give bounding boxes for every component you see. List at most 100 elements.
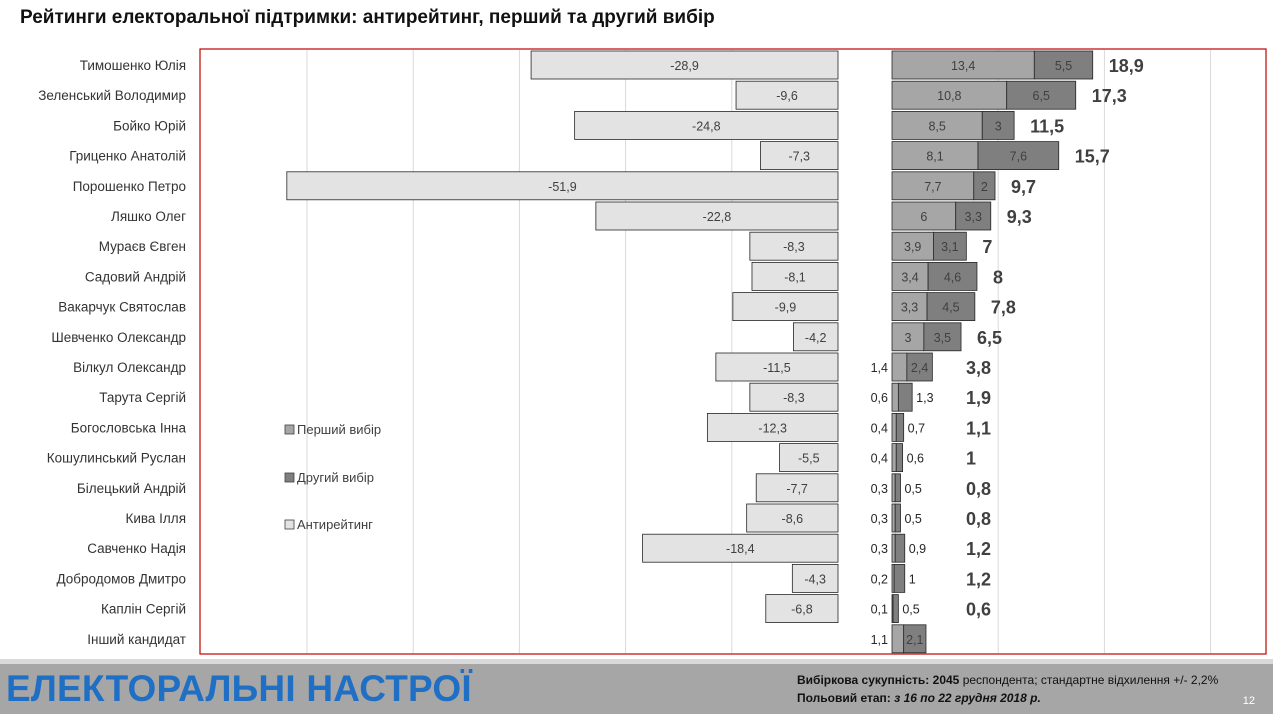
total-label: 18,9	[1109, 56, 1144, 76]
first-choice-bar	[891, 80, 1008, 110]
total-label: 6,5	[977, 328, 1002, 348]
first-choice-label: 13,4	[951, 59, 975, 73]
first-choice-label: 3,9	[904, 240, 921, 254]
second-choice-label: 2,4	[911, 361, 928, 375]
second-choice-bar	[893, 564, 906, 593]
anti-rating-label: -7,7	[786, 482, 808, 496]
candidate-name: Порошенко Петро	[73, 179, 186, 194]
second-choice-label: 4,5	[942, 301, 959, 315]
second-choice-label: 0,9	[909, 542, 926, 556]
anti-rating-bar	[779, 443, 839, 473]
anti-rating-label: -8,3	[783, 240, 805, 254]
second-choice-label: 7,6	[1010, 150, 1027, 164]
first-choice-label: 6	[920, 210, 927, 224]
second-choice-label: 3,5	[934, 331, 951, 345]
rating-chart: -28,9 -9,6 -24,8 -7,3 -51,9 -22,8 -8,3 -8,1 -9,9…	[38, 48, 1267, 655]
first-choice-label: 3,4	[901, 270, 918, 284]
anti-rating-bar	[751, 261, 839, 291]
legend: Перший вибір Другий вибір Антирейтинг	[284, 422, 381, 532]
anti-rating-label: -4,3	[804, 572, 826, 586]
anti-rating-label: -11,5	[763, 361, 791, 375]
candidate-name: Білецький Андрій	[77, 481, 186, 496]
anti-rating-label: -28,9	[670, 59, 699, 73]
first-choice-label: 0,3	[871, 482, 888, 496]
first-choice-label: 1,1	[871, 633, 888, 647]
second-choice-bar	[981, 111, 1015, 140]
first-choice-bar	[891, 624, 905, 654]
legend-label-second-choice: Другий вибір	[297, 470, 374, 485]
first-choice-label: 0,6	[871, 391, 888, 405]
second-choice-bar	[1033, 50, 1094, 80]
first-choice-bar	[891, 231, 934, 261]
candidate-name: Інший кандидат	[87, 632, 186, 647]
total-label: 3,8	[966, 358, 991, 378]
anti-rating-bar	[286, 171, 839, 201]
second-choice-bar	[977, 141, 1060, 171]
candidate-name: Вілкул Олександр	[73, 360, 186, 375]
second-choice-bar	[894, 503, 901, 533]
second-choice-label: 1	[909, 572, 916, 586]
first-choice-bar	[891, 382, 899, 412]
sample-text: респондента; стандартне відхилення +/- 2…	[962, 673, 1219, 687]
first-choice-label: 8,1	[926, 150, 943, 164]
anti-rating-label: -24,8	[692, 119, 721, 133]
second-choice-label: 0,5	[904, 512, 921, 526]
candidate-name: Вакарчук Святослав	[58, 300, 186, 315]
first-choice-bar	[891, 503, 896, 533]
first-choice-bar	[891, 473, 896, 503]
total-label: 7	[982, 237, 992, 257]
second-choice-label: 0,6	[907, 452, 924, 466]
anti-rating-bar	[749, 231, 839, 261]
anti-rating-bar	[765, 594, 839, 623]
candidate-name: Шевченко Олександр	[51, 330, 186, 345]
page-title: Рейтинги електоральної підтримки: антире…	[20, 7, 715, 28]
candidate-name: Мураєв Євген	[99, 239, 186, 254]
anti-rating-label: -8,6	[782, 512, 804, 526]
first-choice-bar	[891, 412, 897, 442]
anti-rating-bar	[642, 533, 839, 563]
candidate-name: Савченко Надія	[87, 541, 186, 556]
total-label: 0,8	[966, 479, 991, 499]
fieldwork-dates: з 16 по 22 грудня 2018 р.	[894, 691, 1041, 705]
total-label: 7,8	[991, 298, 1016, 318]
legend-swatch-first-choice	[284, 424, 295, 435]
candidate-name: Каплін Сергій	[101, 602, 186, 617]
second-choice-label: 2	[981, 180, 988, 194]
first-choice-label: 1,4	[871, 361, 888, 375]
second-choice-label: 0,7	[908, 421, 925, 435]
second-choice-bar	[895, 443, 904, 473]
anti-rating-label: -5,5	[798, 452, 820, 466]
candidate-name: Добродомов Дмитро	[56, 571, 186, 586]
first-choice-label: 10,8	[937, 89, 961, 103]
first-choice-label: 0,3	[871, 512, 888, 526]
anti-rating-label: -51,9	[548, 180, 577, 194]
anti-rating-bar	[530, 50, 839, 80]
candidate-name: Кива Ілля	[126, 511, 187, 526]
anti-rating-bar	[715, 352, 839, 382]
total-label: 9,7	[1011, 177, 1036, 197]
first-choice-bar	[891, 443, 897, 473]
sample-label: Вибіркова сукупність:	[797, 673, 930, 687]
sample-size: 2045	[932, 673, 960, 687]
total-label: 1	[966, 449, 976, 469]
second-choice-label: 6,5	[1033, 89, 1050, 103]
footer-bar: ЕЛЕКТОРАЛЬНІ НАСТРОЇ Вибіркова сукупніст…	[0, 664, 1273, 714]
first-choice-label: 0,4	[871, 421, 888, 435]
first-choice-bar	[891, 533, 896, 563]
first-choice-bar	[891, 352, 908, 382]
first-choice-label: 0,4	[871, 452, 888, 466]
second-choice-bar	[973, 171, 996, 201]
footer-title: ЕЛЕКТОРАЛЬНІ НАСТРОЇ	[6, 668, 472, 709]
sample-info: Вибіркова сукупність: 2045 респондента; …	[797, 673, 1218, 687]
second-choice-bar	[892, 594, 899, 623]
candidate-name: Кошулинський Руслан	[47, 451, 186, 466]
second-choice-label: 3,3	[965, 210, 982, 224]
second-choice-bar	[906, 352, 933, 382]
fieldwork-label: Польовий етап:	[797, 691, 891, 705]
total-label: 1,9	[966, 388, 991, 408]
anti-rating-label: -8,1	[784, 270, 806, 284]
first-choice-label: 3,3	[901, 301, 918, 315]
legend-swatch-second-choice	[284, 472, 295, 483]
legend-swatch-anti-rating	[284, 519, 295, 530]
first-choice-label: 0,3	[871, 542, 888, 556]
